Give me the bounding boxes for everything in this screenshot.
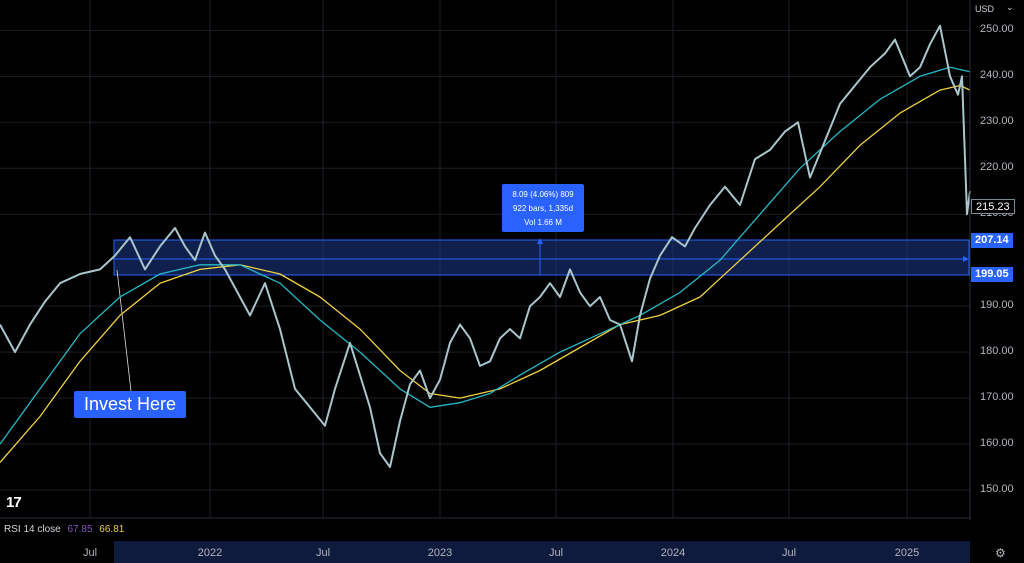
gear-icon[interactable]: ⚙ xyxy=(995,546,1006,560)
invest-here-callout[interactable]: Invest Here xyxy=(74,391,186,418)
ma_slow-line xyxy=(0,84,971,463)
price-line xyxy=(0,24,971,468)
price-tick-label: 160.00 xyxy=(980,437,1014,450)
time-tick-label: 2025 xyxy=(894,547,920,559)
zone-lower-tag: 199.05 xyxy=(971,267,1013,282)
price-tick-label: 250.00 xyxy=(980,23,1014,36)
price-tick-label: 190.00 xyxy=(980,299,1014,312)
price-tick-label: 220.00 xyxy=(980,161,1014,174)
rsi-name: RSI 14 close xyxy=(4,524,61,535)
time-tick-label: 2023 xyxy=(427,547,453,559)
rsi-value-2: 66.81 xyxy=(99,524,125,535)
price-tick-label: 170.00 xyxy=(980,391,1014,404)
price-tick-label: 150.00 xyxy=(980,483,1014,496)
price-tick-label: 240.00 xyxy=(980,69,1014,82)
currency-label[interactable]: USD xyxy=(975,4,995,14)
price-tick-label: 180.00 xyxy=(980,345,1014,358)
chevron-down-icon[interactable]: ⌄ xyxy=(1006,2,1014,12)
highlight-zone xyxy=(113,239,970,276)
rsi-legend[interactable]: RSI 14 close 67.85 66.81 xyxy=(4,524,128,535)
time-tick-label: 2022 xyxy=(197,547,223,559)
rsi-value-1: 67.85 xyxy=(67,524,93,535)
price-tick-label: 230.00 xyxy=(980,115,1014,128)
zone-upper-tag: 207.14 xyxy=(971,233,1013,248)
measure-line-1: 8.09 (4.06%) 809 xyxy=(512,190,574,199)
measure-line-3: Vol 1.66 M xyxy=(524,218,562,227)
callout-pointer xyxy=(116,269,132,392)
series-layer xyxy=(0,24,971,468)
measure-line-2: 922 bars, 1,335d xyxy=(512,204,574,213)
time-tick-label: Jul xyxy=(548,547,564,559)
measure-arrow-head-icon xyxy=(537,238,543,244)
time-tick-label: Jul xyxy=(82,547,98,559)
time-tick-label: Jul xyxy=(781,547,797,559)
tradingview-logo[interactable]: 17 xyxy=(6,494,22,511)
time-tick-label: Jul xyxy=(315,547,331,559)
time-tick-label: 2024 xyxy=(660,547,686,559)
last-price-tag: 215.23 xyxy=(971,199,1015,214)
measure-tooltip[interactable]: 8.09 (4.06%) 809 922 bars, 1,335d Vol 1.… xyxy=(502,184,584,232)
zone-arrow-icon xyxy=(963,256,969,262)
time-axis-band xyxy=(114,541,970,563)
ma_fast-line xyxy=(0,66,971,445)
